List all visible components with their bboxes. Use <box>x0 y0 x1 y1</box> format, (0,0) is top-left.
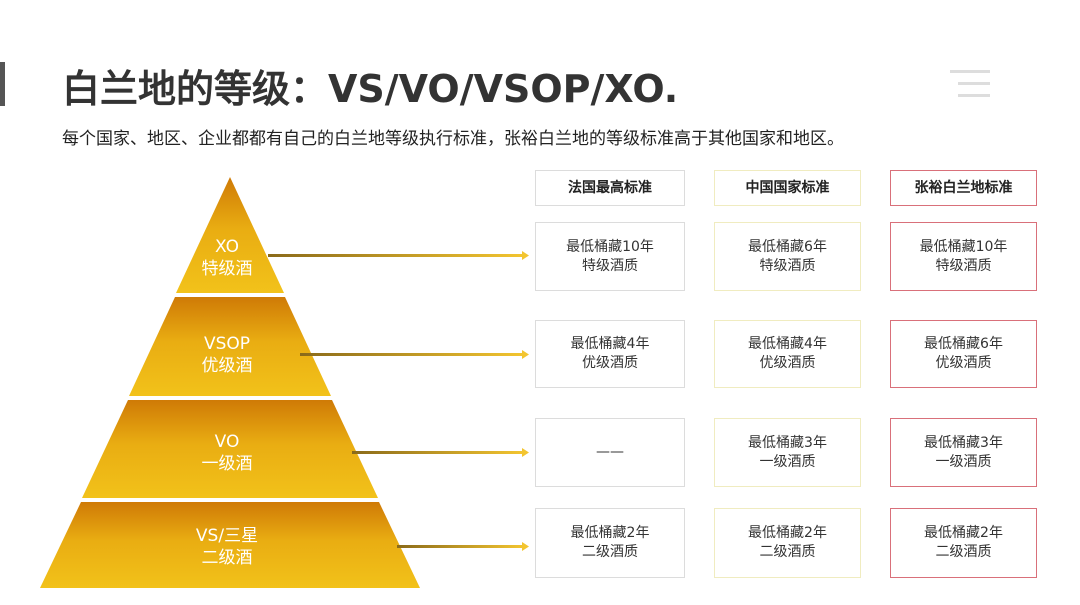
tier-label-vsop: VSOP 优级酒 <box>201 334 253 376</box>
pyramid-tier-vsop <box>129 297 331 396</box>
column-header-china: 中国国家标准 <box>714 170 861 206</box>
connector-arrows <box>268 251 529 551</box>
tier-label-vo: VO 一级酒 <box>201 432 253 474</box>
cell-vs-china: 最低桶藏2年 二级酒质 <box>714 508 861 578</box>
arrow-vs <box>397 545 524 548</box>
tier-label-vs: VS/三星 二级酒 <box>195 526 259 568</box>
cell-vo-china: 最低桶藏3年 一级酒质 <box>714 418 861 487</box>
cell-xo-france: 最低桶藏10年 特级酒质 <box>535 222 685 291</box>
pyramid <box>40 177 420 588</box>
cell-vsop-zhangyu: 最低桶藏6年 优级酒质 <box>890 320 1037 388</box>
cell-xo-china: 最低桶藏6年 特级酒质 <box>714 222 861 291</box>
cell-vo-france: —— <box>535 418 685 487</box>
cell-xo-zhangyu: 最低桶藏10年 特级酒质 <box>890 222 1037 291</box>
page-subtitle: 每个国家、地区、企业都都有自己的白兰地等级执行标准，张裕白兰地的等级标准高于其他… <box>62 129 844 149</box>
cell-vsop-china: 最低桶藏4年 优级酒质 <box>714 320 861 388</box>
arrow-vsop <box>300 353 524 356</box>
pyramid-tier-vs <box>40 502 420 588</box>
column-header-zhangyu: 张裕白兰地标准 <box>890 170 1037 206</box>
arrow-vo <box>352 451 524 454</box>
cell-vo-zhangyu: 最低桶藏3年 一级酒质 <box>890 418 1037 487</box>
tier-label-xo: XO 特级酒 <box>201 237 253 279</box>
cell-vsop-france: 最低桶藏4年 优级酒质 <box>535 320 685 388</box>
page-title: 白兰地的等级：VS/VO/VSOP/XO. <box>62 67 679 111</box>
pyramid-tier-vo <box>82 400 378 498</box>
pyramid-tier-xo <box>176 177 284 293</box>
arrow-xo <box>268 254 524 257</box>
menu-icon <box>950 70 990 100</box>
cell-vs-france: 最低桶藏2年 二级酒质 <box>535 508 685 578</box>
column-header-france: 法国最高标准 <box>535 170 685 206</box>
title-accent-bar <box>0 62 5 106</box>
cell-vs-zhangyu: 最低桶藏2年 二级酒质 <box>890 508 1037 578</box>
